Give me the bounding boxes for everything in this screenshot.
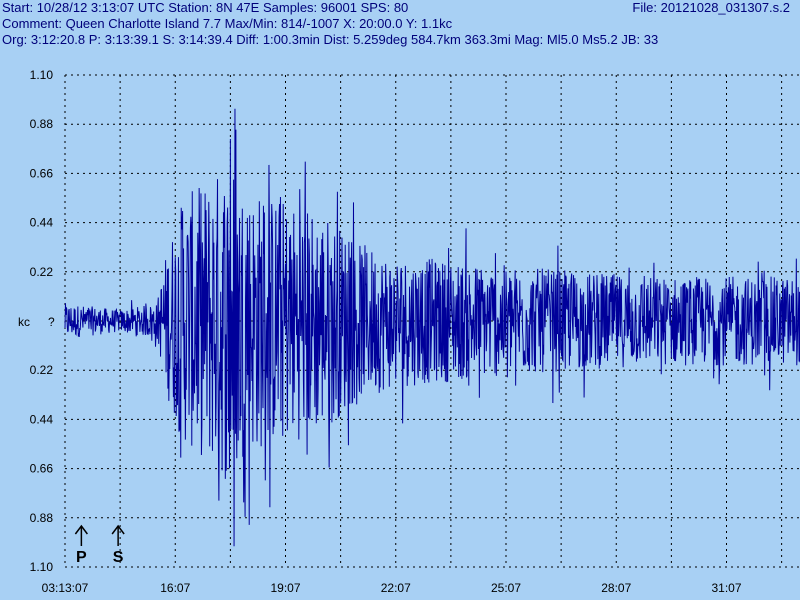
y-tick-label: 0.88 — [30, 117, 54, 131]
y-tick-label: 0.44 — [30, 216, 54, 230]
maxmin-value: 814/-1007 — [280, 16, 340, 31]
y-tick-label: 1.10 — [30, 560, 54, 574]
diff-value: 1:00.3min — [262, 32, 320, 47]
start-value: 10/28/12 3:13:07 UTC — [36, 0, 165, 15]
seismogram-trace — [64, 108, 800, 547]
center-value-label: ? — [48, 315, 55, 329]
sps-value: 80 — [393, 0, 409, 15]
file-label: File: — [632, 0, 657, 15]
org-value: 3:12:20.8 — [30, 32, 86, 47]
x-scale-label: X: — [343, 16, 356, 31]
station-label: Station: — [168, 0, 213, 15]
maxmin-label: Max/Min: — [224, 16, 278, 31]
phase-marker-s: S — [111, 524, 125, 566]
header-line-origin: Org: 3:12:20.8 P: 3:13:39.1 S: 3:14:39.4… — [2, 32, 658, 48]
diff-label: Diff: — [236, 32, 260, 47]
dist-label: Dist: — [323, 32, 350, 47]
jb-value: 33 — [643, 32, 659, 47]
marker-arrow-icon — [111, 524, 125, 535]
marker-arrow-icon — [74, 524, 88, 535]
x-tick-label: 19:07 — [270, 581, 300, 595]
x-tick-label: 03:13:07 — [42, 581, 89, 595]
y-tick-label: 0.66 — [30, 462, 54, 476]
jb-label: JB: — [621, 32, 641, 47]
mag-label: Mag: — [514, 32, 544, 47]
comment-label: Comment: — [2, 16, 62, 31]
mag-value: Ml5.0 Ms5.2 — [546, 32, 618, 47]
s-label: S: — [162, 32, 175, 47]
y-tick-label: 0.22 — [30, 265, 54, 279]
x-tick-label: 31:07 — [711, 581, 741, 595]
y-tick-label: 1.10 — [30, 68, 54, 82]
phase-marker-p: P — [74, 524, 88, 566]
header-line-start: Start: 10/28/12 3:13:07 UTC Station: 8N … — [2, 0, 408, 16]
y-tick-label: 0.88 — [30, 511, 54, 525]
y-tick-labels: 1.10 0.88 0.66 0.44 0.22 0.22 0.44 0.66 0.88 1.10 — [30, 68, 54, 574]
file-value: 20121028_031307.s.2 — [660, 0, 790, 15]
org-label: Org: — [2, 32, 28, 47]
y-tick-label: 0.66 — [30, 166, 54, 180]
comment-value: Queen Charlotte Island 7.7 — [65, 16, 221, 31]
y-scale-label: Y: — [405, 16, 418, 31]
y-tick-label: 0.44 — [30, 412, 54, 426]
file-info: File: 20121028_031307.s.2 — [632, 0, 790, 15]
y-tick-label: 0.22 — [30, 363, 54, 377]
s-value: 3:14:39.4 — [178, 32, 233, 47]
x-tick-label: 28:07 — [601, 581, 631, 595]
y-axis-label: kc — [18, 315, 30, 329]
station-value: 8N 47E — [215, 0, 260, 15]
header-line-comment: Comment: Queen Charlotte Island 7.7 Max/… — [2, 16, 452, 32]
samples-value: 96001 — [320, 0, 357, 15]
x-tick-label: 25:07 — [491, 581, 521, 595]
dist-value: 5.259deg 584.7km 363.3mi — [353, 32, 511, 47]
start-label: Start: — [2, 0, 34, 15]
phase-marker-label: P — [76, 549, 87, 566]
phase-marker-label: S — [113, 549, 124, 566]
y-scale-value: 1.1kc — [421, 16, 453, 31]
x-tick-label: 22:07 — [381, 581, 411, 595]
x-tick-labels: 03:13:07 16:07 19:07 22:07 25:07 28:07 31:07 — [42, 581, 742, 595]
samples-label: Samples: — [262, 0, 318, 15]
x-tick-label: 16:07 — [160, 581, 190, 595]
p-value: 3:13:39.1 — [104, 32, 159, 47]
x-scale-value: 20:00.0 — [359, 16, 403, 31]
p-label: P: — [88, 32, 102, 47]
sps-label: SPS: — [360, 0, 391, 15]
